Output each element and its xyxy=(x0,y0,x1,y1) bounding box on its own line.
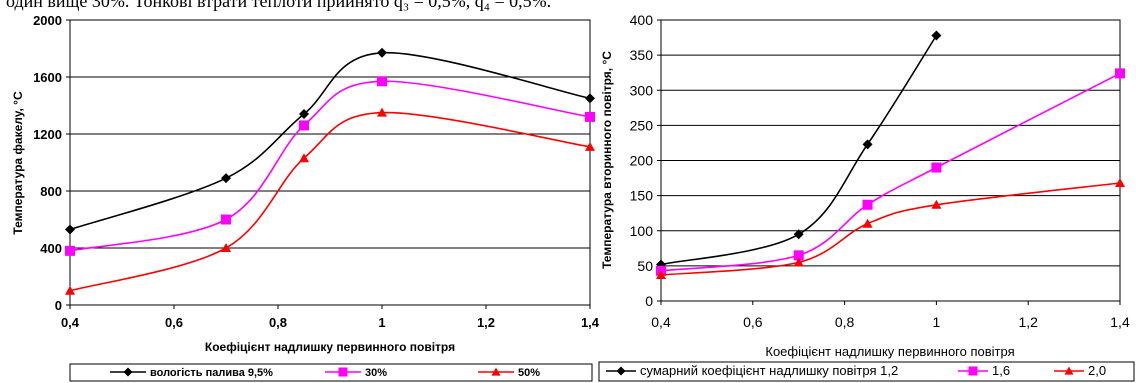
x-tick-label: 1,4 xyxy=(1110,314,1130,330)
marker-square xyxy=(1115,68,1125,79)
y-tick-label: 400 xyxy=(630,12,654,28)
gridlines xyxy=(657,19,1121,305)
marker-triangle xyxy=(931,199,942,209)
y-axis-title: Температура вторинного повітря, °С xyxy=(600,51,614,269)
y-tick-label: 0 xyxy=(55,298,62,313)
y-tick-labels: 0 400 800 1200 1600 2000 xyxy=(33,13,62,313)
marker-triangle xyxy=(1115,177,1125,187)
marker-square xyxy=(338,367,348,377)
marker-diamond xyxy=(65,224,75,235)
marker-square xyxy=(585,111,595,122)
marker-square xyxy=(377,76,387,87)
marker-square xyxy=(221,214,231,225)
marker-diamond xyxy=(931,30,942,41)
y-axis-title: Температура факелу, °С xyxy=(11,91,25,235)
chart-flame-temperature: 0 400 800 1200 1600 2000 0,4 0,6 0,8 1 1,2 1,4 Тем… xyxy=(11,13,600,382)
y-tick-label: 0 xyxy=(645,293,653,309)
marker-triangle xyxy=(862,218,873,228)
legend: вологість палива 9,5% 30% 50% xyxy=(69,363,593,382)
legend: сумарний коефіцієнт надлишку повітря 1,2… xyxy=(598,361,1135,382)
marker-triangle xyxy=(65,285,75,295)
legend-label: 30% xyxy=(365,367,387,379)
y-tick-labels: 0 50 100 150 200 250 300 350 400 xyxy=(630,12,654,309)
y-tick-label: 1200 xyxy=(33,127,62,142)
y-tick-label: 50 xyxy=(637,258,653,274)
top-text-strip: один вище 30%. Тонкові втрати теплоти пр… xyxy=(0,0,1136,15)
x-tick-label: 0,4 xyxy=(61,315,80,330)
x-tick-label: 0,8 xyxy=(835,314,855,330)
marker-square xyxy=(65,245,75,256)
x-axis-title: Коефіцієнт надлишку первинного повітря xyxy=(205,340,455,354)
y-tick-label: 100 xyxy=(630,223,654,239)
y-tick-label: 150 xyxy=(630,188,654,204)
legend-label: 2,0 xyxy=(1088,363,1106,378)
x-tick-label: 0,4 xyxy=(651,314,671,330)
x-tick-labels: 0,4 0,6 0,8 1 1,2 1,4 xyxy=(651,314,1130,330)
marker-diamond xyxy=(862,139,873,150)
y-tick-label: 200 xyxy=(630,153,654,169)
chart-secondary-air-temperature: 0 50 100 150 200 250 300 350 400 0,4 0,6 0,8 1 1,2 1,… xyxy=(598,12,1135,382)
marker-triangle xyxy=(299,153,309,163)
y-tick-label: 800 xyxy=(40,184,62,199)
x-tick-label: 1 xyxy=(933,314,941,330)
x-tick-label: 0,8 xyxy=(269,315,287,330)
y-tick-label: 2000 xyxy=(33,13,62,28)
plot-area xyxy=(69,19,591,306)
x-axis-title: Коефіцієнт надлишку первинного повітря xyxy=(765,344,1014,359)
x-tick-label: 0,6 xyxy=(743,314,763,330)
top-text: один вище 30%. Тонкові втрати теплоти пр… xyxy=(6,0,552,11)
x-tick-label: 0,6 xyxy=(165,315,183,330)
marker-square xyxy=(862,199,873,210)
x-tick-label: 1,4 xyxy=(581,315,600,330)
series-line xyxy=(660,35,938,266)
marker-triangle xyxy=(221,243,231,252)
y-tick-label: 400 xyxy=(40,241,62,256)
y-tick-label: 300 xyxy=(630,82,654,98)
marker-diamond xyxy=(123,367,133,377)
marker-triangle xyxy=(1064,366,1074,375)
marker-square xyxy=(931,162,942,173)
marker-triangle xyxy=(656,270,666,280)
marker-triangle xyxy=(793,257,804,267)
y-tick-label: 250 xyxy=(630,117,654,133)
marker-square xyxy=(968,366,978,376)
x-tick-label: 1 xyxy=(378,315,385,330)
legend-label: вологість палива 9,5% xyxy=(150,367,273,379)
legend-label: 50% xyxy=(518,367,540,379)
marker-diamond xyxy=(377,47,387,58)
marker-square xyxy=(793,250,804,261)
marker-square xyxy=(299,120,309,131)
marker-triangle xyxy=(491,367,501,376)
marker-diamond xyxy=(299,109,309,120)
marker-triangle xyxy=(585,141,595,151)
legend-label: сумарний коефіцієнт надлишку повітря 1,2 xyxy=(640,363,898,378)
gridlines xyxy=(66,19,591,309)
legend-label: 1,6 xyxy=(992,363,1010,378)
marker-diamond xyxy=(616,366,626,376)
marker-diamond xyxy=(585,93,595,104)
marker-triangle xyxy=(377,107,387,117)
x-tick-label: 1,2 xyxy=(1018,314,1038,330)
y-tick-label: 1600 xyxy=(33,70,62,85)
series-group xyxy=(65,47,595,295)
y-tick-label: 350 xyxy=(630,47,654,63)
x-tick-label: 1,2 xyxy=(477,315,495,330)
marker-diamond xyxy=(221,173,231,184)
legend-box xyxy=(598,361,1135,382)
x-tick-labels: 0,4 0,6 0,8 1 1,2 1,4 xyxy=(61,315,600,330)
series-group xyxy=(656,30,1125,280)
marker-diamond xyxy=(793,229,804,240)
